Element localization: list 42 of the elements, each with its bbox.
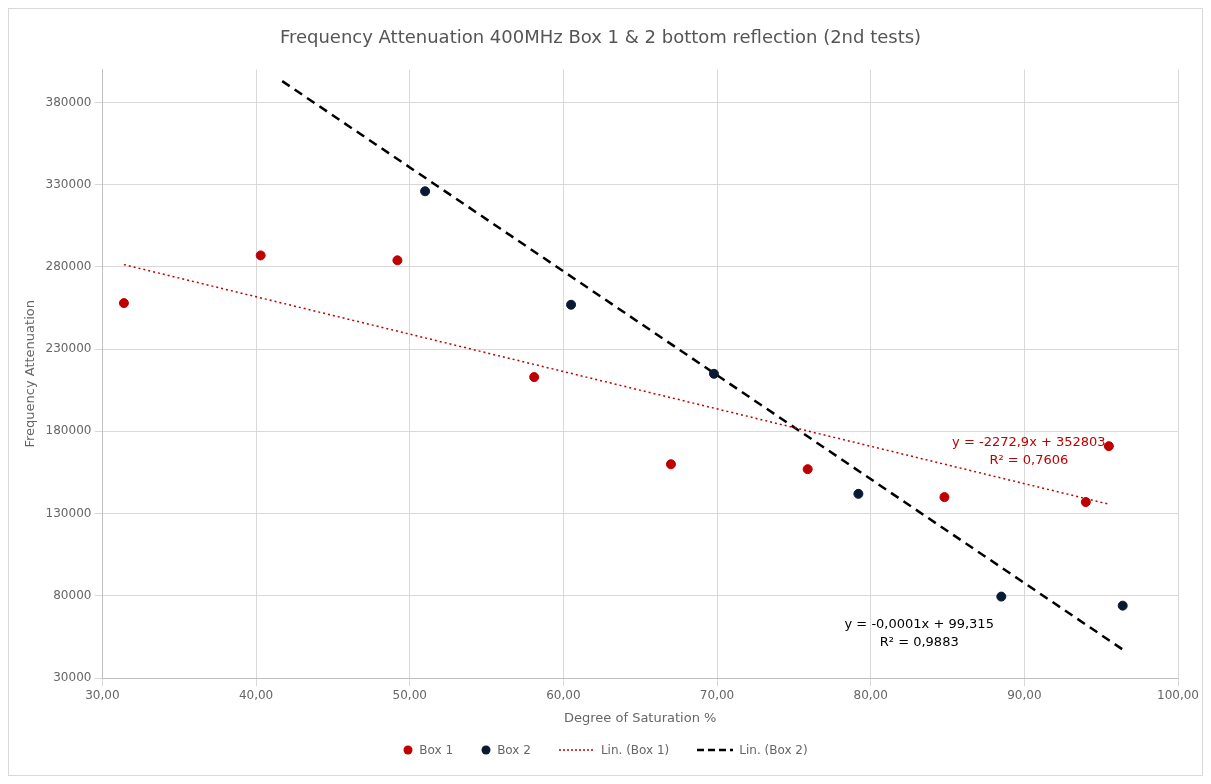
point (255, 250, 266, 261)
x-tick-label: 30,00 (85, 688, 120, 703)
x-tick-label: 100,00 (1157, 688, 1200, 703)
annotation: y = -0,0001x + 99,315 (844, 615, 994, 631)
x-tick-label: 60,00 (546, 688, 581, 703)
point (1103, 441, 1114, 452)
y-tick-label: 380000 (45, 94, 92, 109)
y-tick-label: 230000 (45, 341, 92, 356)
y-axis-title: Frequency Attenuation (22, 300, 38, 448)
point (996, 591, 1007, 602)
point (420, 186, 431, 197)
x-tick-label: 80,00 (853, 688, 888, 703)
y-tick-label: 180000 (45, 423, 92, 438)
y-tick-label: 280000 (45, 259, 92, 274)
x-tick-label: 90,00 (1007, 688, 1042, 703)
chart-title: Frequency Attenuation 400MHz Box 1 & 2 bottom reflection (2nd tests) (279, 26, 922, 48)
y-tick-label: 130000 (45, 505, 92, 520)
point (566, 299, 577, 310)
x-tick-label: 50,00 (392, 688, 427, 703)
legend-label: Lin. (Box 2) (739, 743, 808, 757)
x-tick-label: 40,00 (238, 688, 274, 703)
annotation: y = -2272,9x + 352803 (952, 433, 1106, 449)
point (939, 492, 950, 503)
point (853, 488, 864, 499)
legend-label: Box 2 (497, 743, 531, 757)
annotation: R² = 0,7606 (989, 451, 1069, 467)
legend-label: Lin. (Box 1) (600, 743, 670, 757)
x-tick-label: 70,00 (699, 688, 735, 703)
point (708, 368, 719, 379)
legend-label: Box 1 (419, 743, 454, 757)
point (1117, 600, 1128, 611)
point (802, 464, 813, 475)
point (665, 459, 676, 470)
y-tick-label: 30000 (53, 670, 92, 685)
annotation: R² = 0,9883 (879, 633, 959, 649)
y-tick-label: 80000 (53, 587, 92, 602)
point (392, 255, 403, 266)
point (529, 372, 540, 383)
x-axis-title: Degree of Saturation % (564, 709, 717, 725)
y-tick-label: 330000 (45, 176, 92, 191)
point (1080, 497, 1091, 508)
point (118, 298, 129, 309)
